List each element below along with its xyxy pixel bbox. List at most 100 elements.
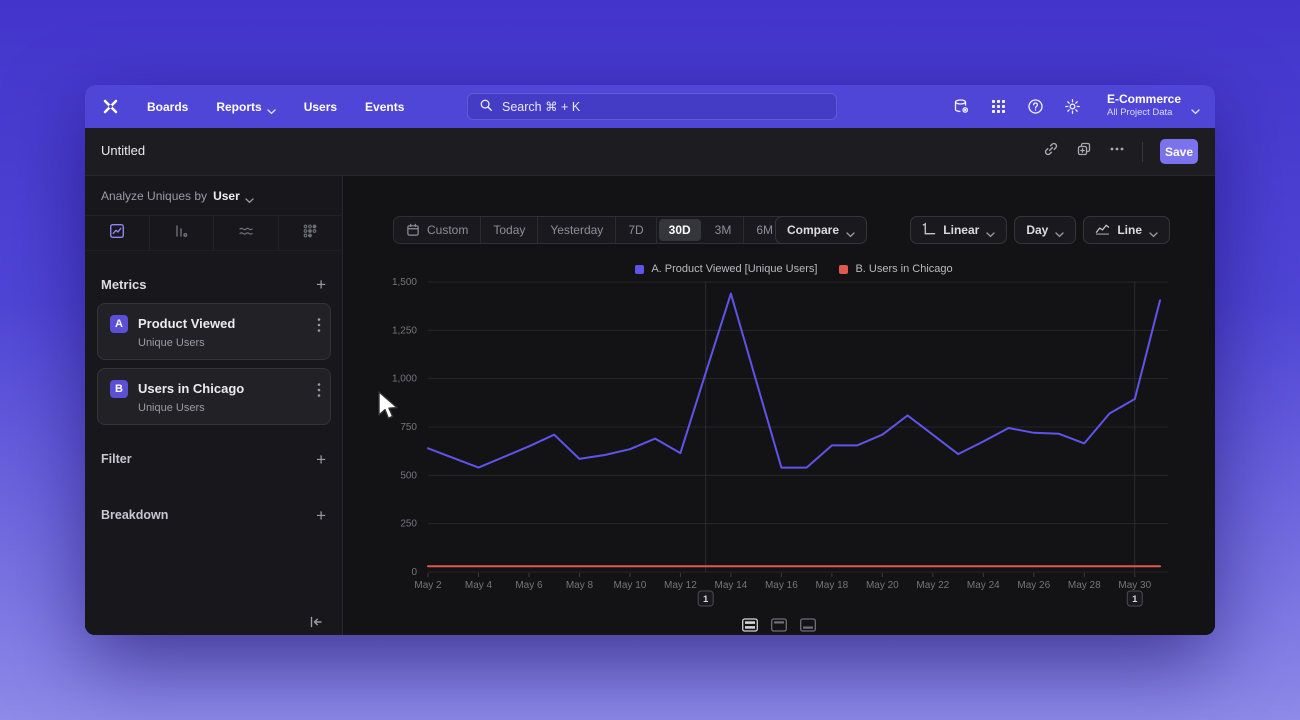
filter-row: Filter + [85, 449, 342, 469]
save-button[interactable]: Save [1160, 139, 1198, 164]
metric-card-a[interactable]: A Product Viewed Unique Users [97, 303, 331, 360]
range-pill-label: Custom [427, 223, 469, 237]
x-axis-tick-label: May 26 [1017, 580, 1050, 591]
tab-flows[interactable] [279, 216, 343, 250]
metric-badge: A [110, 315, 128, 333]
tab-retention[interactable] [214, 216, 279, 250]
report-title[interactable]: Untitled [101, 143, 146, 158]
nav-item-users[interactable]: Users [304, 100, 337, 114]
annotation-markers [705, 282, 1136, 572]
chart-top-view-icon[interactable] [770, 617, 788, 633]
y-axis-tick-label: 250 [400, 519, 417, 530]
tab-funnels[interactable] [150, 216, 214, 250]
nav-item-events[interactable]: Events [365, 100, 404, 114]
kebab-menu-icon[interactable] [317, 317, 321, 338]
range-pill-7d[interactable]: 7D [616, 217, 657, 243]
compare-button[interactable]: Compare [775, 216, 868, 244]
scale-button[interactable]: Linear [910, 216, 1008, 244]
chart-type-label: Line [1117, 223, 1142, 237]
project-subtitle: All Project Data [1107, 107, 1173, 118]
metrics-header-label: Metrics [101, 276, 147, 292]
chart-type-button[interactable]: Line [1083, 216, 1170, 244]
nav-menu: Boards Reports Users Events [147, 85, 404, 128]
titlebar-actions: Save [1043, 139, 1198, 164]
flows-chart-icon [302, 223, 318, 244]
date-range-group: CustomTodayYesterday7D30D3M6M12M [393, 216, 835, 244]
legend-swatch [635, 264, 645, 274]
x-axis-tick-label: May 2 [414, 580, 442, 591]
help-icon[interactable] [1027, 98, 1044, 115]
add-breakdown-button[interactable]: + [316, 505, 326, 525]
range-pill-yesterday[interactable]: Yesterday [538, 217, 617, 243]
x-axis-tick-label: May 20 [866, 580, 899, 591]
range-pill-label: Today [493, 223, 526, 237]
line-chart-icon [1095, 222, 1110, 238]
x-axis-tick-label: May 30 [1118, 580, 1151, 591]
view-layout-toggles [343, 616, 1215, 634]
y-axis-tick-label: 500 [400, 470, 417, 481]
metric-subtitle: Unique Users [138, 337, 205, 349]
nav-item-label: Boards [147, 99, 189, 114]
range-pill-today[interactable]: Today [481, 217, 539, 243]
y-axis-tick-label: 1,250 [392, 325, 417, 336]
legend-swatch [839, 264, 849, 274]
search-icon [479, 98, 493, 115]
duplicate-icon[interactable] [1076, 141, 1092, 162]
metric-subtitle: Unique Users [138, 402, 205, 414]
split-view-icon[interactable] [741, 617, 759, 633]
annotation-badge[interactable]: 1 [1126, 590, 1143, 607]
x-axis-tick-label: May 8 [566, 580, 594, 591]
interval-button[interactable]: Day [1014, 216, 1077, 244]
range-pill-30d[interactable]: 30D [658, 219, 701, 241]
series-line-a[interactable] [427, 292, 1161, 469]
range-pill-label: Yesterday [550, 223, 604, 237]
legend-label: A. Product Viewed [Unique Users] [651, 263, 818, 275]
more-ellipsis-icon[interactable] [1109, 141, 1125, 162]
chart-controls: CustomTodayYesterday7D30D3M6M12M Compare… [343, 216, 1215, 244]
add-filter-button[interactable]: + [316, 449, 326, 469]
compare-label: Compare [787, 223, 840, 237]
metric-title: Users in Chicago [138, 381, 245, 396]
collapse-sidebar-icon[interactable] [308, 614, 324, 630]
nav-item-label: Reports [216, 99, 262, 114]
annotation-badge[interactable]: 1 [697, 590, 714, 607]
chevron-down-icon [1055, 227, 1064, 238]
x-axis-tick-label: May 12 [664, 580, 697, 591]
report-type-tabs [85, 216, 342, 251]
project-selector[interactable]: E-Commerce All Project Data [1107, 92, 1200, 119]
x-axis-tick-label: May 6 [515, 580, 543, 591]
report-titlebar: Untitled Save [85, 128, 1215, 176]
y-axis-tick-label: 1,000 [392, 374, 417, 385]
settings-gear-icon[interactable] [1064, 98, 1081, 115]
range-pill-3m[interactable]: 3M [703, 217, 745, 243]
range-pill-label: 7D [628, 223, 644, 237]
legend-item[interactable]: A. Product Viewed [Unique Users] [635, 263, 817, 275]
top-navbar: Boards Reports Users Events Search ⌘ + K [85, 85, 1215, 128]
data-management-icon[interactable] [953, 98, 970, 115]
kebab-menu-icon[interactable] [317, 382, 321, 403]
calendar-icon [406, 223, 420, 237]
nav-item-reports[interactable]: Reports [216, 99, 276, 114]
add-metric-button[interactable]: + [316, 274, 326, 294]
legend-item[interactable]: B. Users in Chicago [839, 263, 953, 275]
metric-card-b[interactable]: B Users in Chicago Unique Users [97, 368, 331, 425]
nav-item-boards[interactable]: Boards [147, 100, 188, 114]
funnels-chart-icon [173, 223, 189, 244]
table-bottom-view-icon[interactable] [799, 617, 817, 633]
apps-grid-icon[interactable] [990, 98, 1007, 115]
chart-display-buttons: Linear Day Line [910, 216, 1170, 244]
search-input[interactable]: Search ⌘ + K [467, 93, 837, 120]
tab-insights[interactable] [85, 216, 150, 250]
nav-right-icons [953, 85, 1081, 128]
mixpanel-logo[interactable] [102, 98, 119, 115]
chevron-down-icon [1191, 102, 1200, 115]
interval-label: Day [1026, 223, 1049, 237]
analyze-uniques-row: Analyze Uniques by User [85, 176, 342, 216]
range-pill-custom[interactable]: Custom [394, 217, 482, 243]
line-chart[interactable]: 0 250 500 750 1,000 1,250 1,500 May 2 May 4 May 6… [343, 270, 1215, 620]
link-icon[interactable] [1043, 141, 1059, 162]
analyze-entity-dropdown[interactable]: User [213, 189, 254, 203]
chevron-down-icon [245, 193, 254, 203]
linear-axis-icon [922, 222, 936, 239]
range-pill-label: 30D [668, 223, 691, 237]
